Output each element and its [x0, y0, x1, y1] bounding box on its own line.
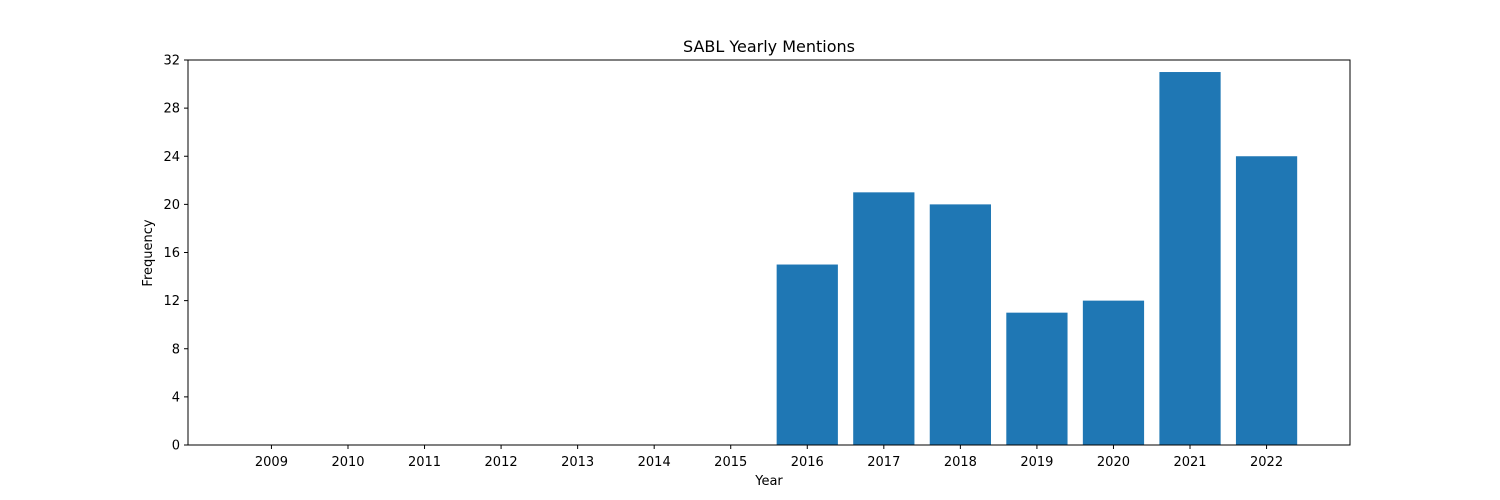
- plot-frame: [187, 59, 1351, 446]
- y-tick-label: 16: [163, 246, 180, 261]
- y-tick-label: 28: [163, 102, 180, 117]
- x-tick-label: 2022: [1250, 455, 1283, 470]
- x-tick-label: 2010: [331, 455, 364, 470]
- x-tick-label: 2021: [1173, 455, 1206, 470]
- bar-2021: [1159, 72, 1221, 445]
- x-tick-label: 2016: [791, 455, 824, 470]
- y-tick-label: 0: [172, 439, 180, 454]
- chart-title: SABL Yearly Mentions: [683, 37, 855, 56]
- x-tick-label: 2009: [255, 455, 288, 470]
- x-tick-label: 2017: [867, 455, 900, 470]
- x-tick-label: 2019: [1020, 455, 1053, 470]
- x-axis-ticks: 2009 2010 2011 2012 2013 2014 2015 2016 2017 2018…: [255, 445, 1283, 470]
- bar-2022: [1235, 156, 1298, 445]
- y-axis-title: Frequency: [141, 219, 156, 286]
- x-axis-title: Year: [754, 474, 783, 489]
- y-tick-label: 4: [172, 390, 180, 405]
- bar-2017: [853, 192, 915, 445]
- x-tick-label: 2020: [1097, 455, 1130, 470]
- x-tick-label: 2018: [944, 455, 977, 470]
- bar-2019: [1006, 312, 1068, 445]
- bar-2016: [776, 264, 838, 445]
- bar-2020: [1082, 300, 1145, 446]
- x-tick-label: 2012: [485, 455, 518, 470]
- y-tick-label: 20: [163, 198, 180, 213]
- x-tick-label: 2011: [408, 455, 441, 470]
- bars-layer: [776, 72, 1298, 446]
- x-tick-label: 2014: [638, 455, 671, 470]
- x-tick-label: 2013: [561, 455, 594, 470]
- bar-2018: [929, 204, 991, 446]
- y-tick-label: 12: [163, 294, 180, 309]
- y-axis-ticks: 0 4 8 12 16 20 24 28 32: [163, 54, 188, 454]
- y-tick-label: 32: [163, 54, 180, 69]
- y-tick-label: 8: [172, 342, 180, 357]
- x-tick-label: 2015: [714, 455, 747, 470]
- y-tick-label: 24: [163, 150, 180, 165]
